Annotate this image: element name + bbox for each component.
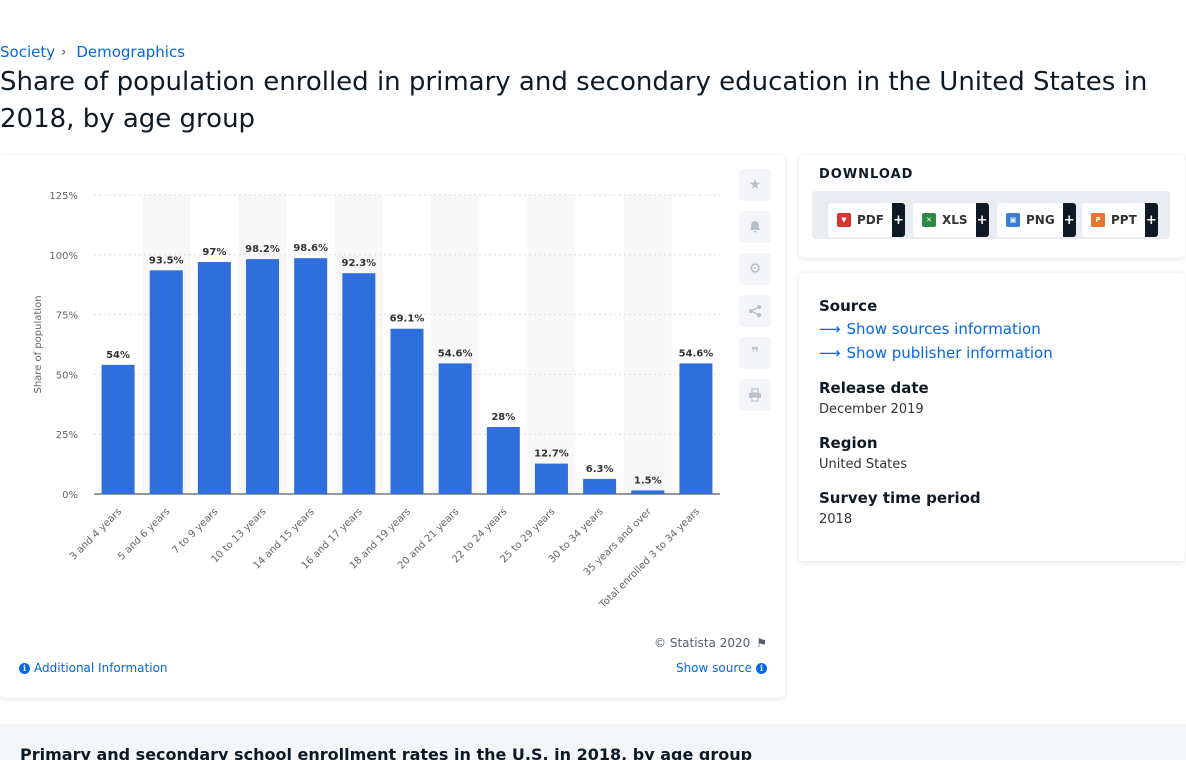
gear-icon[interactable]: ⚙: [739, 253, 771, 285]
pdf-plus-icon: +: [891, 203, 905, 237]
data-label: 6.3%: [586, 464, 614, 475]
data-label: 98.2%: [245, 244, 280, 255]
bar: [149, 270, 183, 494]
chart-card: 0% 25% 50% 75% 100% 125% Share of population 54…: [0, 155, 785, 698]
data-label: 98.6%: [293, 243, 328, 254]
copyright-text: © Statista 2020: [654, 636, 751, 650]
additional-information-label: Additional Information: [34, 661, 168, 675]
survey-period-label: Survey time period: [819, 489, 981, 507]
data-label: 69.1%: [390, 314, 425, 325]
column-band: [527, 195, 576, 494]
flag-icon[interactable]: ⚑: [756, 636, 767, 650]
bar: [246, 259, 280, 494]
chart-toolbar: ★ ⚙ ❞: [739, 169, 771, 411]
bar: [631, 490, 665, 494]
bar: [342, 273, 376, 494]
breadcrumb-separator: ›: [61, 44, 67, 60]
ppt-file-icon: P: [1091, 213, 1105, 227]
ppt-plus-icon: +: [1144, 203, 1158, 237]
column-band: [623, 195, 672, 494]
ppt-label: PPT: [1111, 213, 1137, 227]
data-label: 97%: [202, 247, 226, 258]
xls-plus-icon: +: [975, 203, 989, 237]
data-label: 92.3%: [341, 258, 376, 269]
category-label: Total enrolled 3 to 34 years: [597, 506, 702, 611]
release-date-label: Release date: [819, 379, 929, 397]
print-icon[interactable]: [739, 379, 771, 411]
bar: [486, 427, 520, 494]
download-card: DOWNLOAD ▼ PDF + ✕ XLS + ▣ PNG + P PPT +: [799, 155, 1185, 258]
survey-period-value: 2018: [819, 512, 853, 527]
png-file-icon: ▣: [1006, 213, 1020, 227]
y-tick-label: 100%: [49, 251, 78, 262]
info-icon: i: [19, 662, 30, 674]
png-label: PNG: [1026, 213, 1055, 227]
xls-file-icon: ✕: [922, 213, 936, 227]
breadcrumb-demographics[interactable]: Demographics: [76, 43, 186, 61]
download-bar: ▼ PDF + ✕ XLS + ▣ PNG + P PPT +: [812, 191, 1170, 239]
png-plus-icon: +: [1062, 203, 1076, 237]
show-publisher-link[interactable]: ⟶ Show publisher information: [819, 344, 1053, 362]
bar: [583, 478, 617, 494]
release-date-value: December 2019: [819, 402, 924, 417]
show-sources-label: Show sources information: [846, 320, 1041, 338]
show-publisher-label: Show publisher information: [846, 344, 1053, 362]
star-icon[interactable]: ★: [739, 169, 771, 201]
bar: [390, 328, 424, 494]
bell-icon[interactable]: [739, 211, 771, 243]
y-tick-label: 0%: [62, 490, 78, 501]
source-label: Source: [819, 297, 878, 315]
description-section: [0, 724, 1186, 760]
download-png-button[interactable]: ▣ PNG +: [997, 203, 1076, 237]
category-label: 5 and 6 years: [116, 506, 172, 562]
download-ppt-button[interactable]: P PPT +: [1082, 203, 1158, 237]
y-tick-label: 75%: [56, 311, 78, 322]
breadcrumb-society[interactable]: Society: [0, 43, 56, 61]
bar-chart: 0% 25% 50% 75% 100% 125% Share of population 54…: [33, 191, 720, 611]
data-label: 54.6%: [438, 348, 473, 359]
show-sources-link[interactable]: ⟶ Show sources information: [819, 320, 1041, 338]
data-label: 54.6%: [679, 348, 714, 359]
bar: [534, 463, 568, 494]
additional-information-link[interactable]: i Additional Information: [19, 661, 168, 675]
bar: [294, 258, 328, 494]
copyright: © Statista 2020 ⚑: [654, 636, 767, 650]
download-title: DOWNLOAD: [819, 167, 914, 182]
quote-icon[interactable]: ❞: [739, 337, 771, 369]
statistic-details-card: Source ⟶ Show sources information ⟶ Show…: [799, 273, 1185, 561]
bar: [197, 261, 231, 494]
info-icon: i: [756, 662, 767, 674]
region-label: Region: [819, 434, 878, 452]
show-source-link[interactable]: Show source i: [676, 661, 767, 675]
arrow-right-icon: ⟶: [819, 320, 841, 338]
pdf-file-icon: ▼: [837, 213, 851, 227]
xls-label: XLS: [942, 213, 968, 227]
bar: [101, 364, 135, 494]
data-label: 93.5%: [149, 255, 184, 266]
y-tick-label: 25%: [56, 430, 78, 441]
data-label: 12.7%: [534, 449, 569, 460]
bar: [679, 363, 713, 494]
arrow-right-icon: ⟶: [819, 344, 841, 362]
data-label: 1.5%: [634, 475, 662, 486]
y-tick-label: 50%: [56, 370, 78, 381]
pdf-label: PDF: [857, 213, 884, 227]
download-xls-button[interactable]: ✕ XLS +: [913, 203, 989, 237]
share-icon[interactable]: [739, 295, 771, 327]
breadcrumb: Society › Demographics: [0, 43, 185, 61]
category-label: 7 to 9 years: [170, 506, 220, 556]
download-pdf-button[interactable]: ▼ PDF +: [828, 203, 905, 237]
data-label: 28%: [491, 412, 515, 423]
bar: [438, 363, 472, 494]
description-title: Primary and secondary school enrollment …: [20, 745, 753, 760]
page-title: Share of population enrolled in primary …: [0, 67, 1148, 134]
y-axis-label: Share of population: [33, 295, 44, 393]
y-tick-label: 125%: [49, 191, 78, 202]
show-source-label: Show source: [675, 661, 752, 675]
data-label: 54%: [106, 350, 130, 361]
region-value: United States: [819, 457, 908, 472]
